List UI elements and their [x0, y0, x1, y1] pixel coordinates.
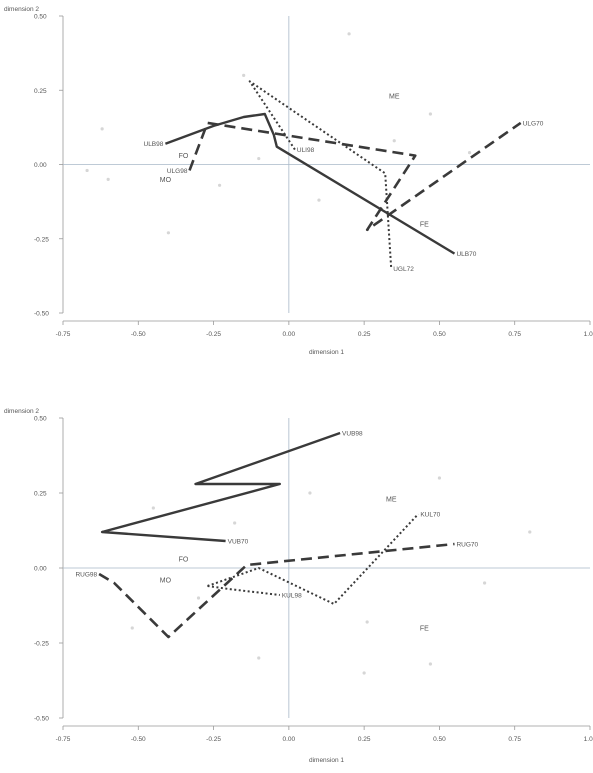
y-axis-title: dimension 2 [4, 408, 39, 415]
chart-panel-1: dimension 2 -0.50 -0.25 0.00 0.25 0.50 -0.75 -0… [4, 6, 593, 356]
series-endpoint-label: UGL72 [393, 266, 414, 273]
y-tick-label: 0.00 [34, 566, 47, 573]
x-tick-label: 0.00 [283, 331, 296, 338]
background-point [308, 491, 312, 495]
series-line-dashed [188, 121, 522, 232]
x-tick-label: -0.25 [206, 331, 221, 338]
x-tick-label: -0.50 [131, 331, 146, 338]
y-tick-label: -0.25 [34, 236, 49, 243]
background-point [217, 183, 222, 187]
background-point [166, 231, 170, 235]
series-endpoint-label: RUG70 [456, 542, 478, 549]
x-tick-label: 0.75 [508, 331, 521, 338]
series-line-dotted [207, 585, 280, 596]
background-point [85, 168, 89, 173]
y-tick-label: -0.25 [34, 641, 49, 648]
category-label: FE [420, 221, 429, 228]
x-tick-label: 0.00 [283, 736, 296, 743]
y-tick-label: -0.50 [34, 311, 49, 318]
x-tick-label: 0.50 [433, 331, 446, 338]
x-tick-label: 0.25 [358, 736, 371, 743]
series-endpoint-label: VUB98 [342, 431, 363, 438]
x-axis-title: dimension 1 [309, 757, 344, 764]
y-tick-label: -0.50 [34, 716, 49, 723]
series-endpoint-label: KUL70 [420, 512, 440, 519]
y-axis-title: dimension 2 [4, 6, 39, 13]
background-point [392, 139, 396, 143]
x-tick-label: 0.50 [433, 736, 446, 743]
x-tick-label: -0.75 [56, 736, 71, 743]
x-tick-label: -0.25 [206, 736, 221, 743]
chart-panel-2: dimension 2 -0.50 -0.25 0.00 0.25 0.50 -0.75 -0… [4, 408, 593, 764]
background-point [100, 127, 104, 131]
series-line-solid [164, 112, 456, 255]
category-label: FE [420, 626, 429, 633]
background-point [257, 156, 261, 161]
y-tick-label: 0.25 [34, 88, 47, 95]
category-label: FO [179, 153, 189, 160]
background-point [467, 151, 472, 155]
series-line-solid [100, 431, 341, 543]
category-label: ME [389, 94, 400, 101]
background-point [428, 112, 432, 116]
x-tick-label: -0.75 [56, 331, 71, 338]
category-label: ME [386, 497, 397, 504]
series-endpoint-label: VUB70 [228, 539, 249, 546]
series-line-dotted [207, 513, 420, 605]
series-endpoint-label: RUG98 [75, 572, 97, 579]
background-point [437, 476, 442, 480]
x-tick-label: -0.50 [131, 736, 146, 743]
series-line-dashed [98, 542, 455, 639]
y-tick-label: 0.25 [34, 491, 47, 498]
background-point [151, 506, 155, 510]
background-point [130, 626, 134, 630]
series-endpoint-label: ULB98 [144, 141, 164, 148]
background-point [362, 671, 366, 675]
background-point [317, 198, 321, 202]
series-endpoint-label: ULG98 [167, 168, 188, 175]
x-tick-label: 1.00 [584, 331, 593, 338]
background-point [257, 656, 261, 660]
y-tick-label: 0.50 [34, 416, 47, 423]
y-tick-label: 0.00 [34, 162, 47, 169]
series-endpoint-label: ULI98 [297, 147, 315, 154]
category-label: MO [160, 177, 172, 184]
category-label: MO [160, 578, 172, 585]
series-endpoint-label: ULB70 [456, 251, 476, 258]
background-point [106, 177, 110, 181]
x-tick-label: 0.75 [508, 736, 521, 743]
background-point [483, 581, 487, 585]
series-line-dotted [248, 80, 393, 269]
background-point [365, 620, 369, 624]
series-endpoint-label: KUL98 [282, 593, 302, 600]
background-point [233, 521, 237, 525]
background-point [347, 32, 351, 36]
background-point [428, 662, 432, 666]
x-tick-label: 1.00 [584, 736, 593, 743]
series-endpoint-label: ULG70 [523, 120, 544, 127]
y-tick-label: 0.50 [34, 14, 47, 21]
background-point [528, 530, 532, 534]
x-axis-title: dimension 1 [309, 349, 344, 356]
background-point [242, 73, 246, 77]
background-point [196, 596, 201, 600]
x-tick-label: 0.25 [358, 331, 371, 338]
category-label: FO [179, 557, 189, 564]
